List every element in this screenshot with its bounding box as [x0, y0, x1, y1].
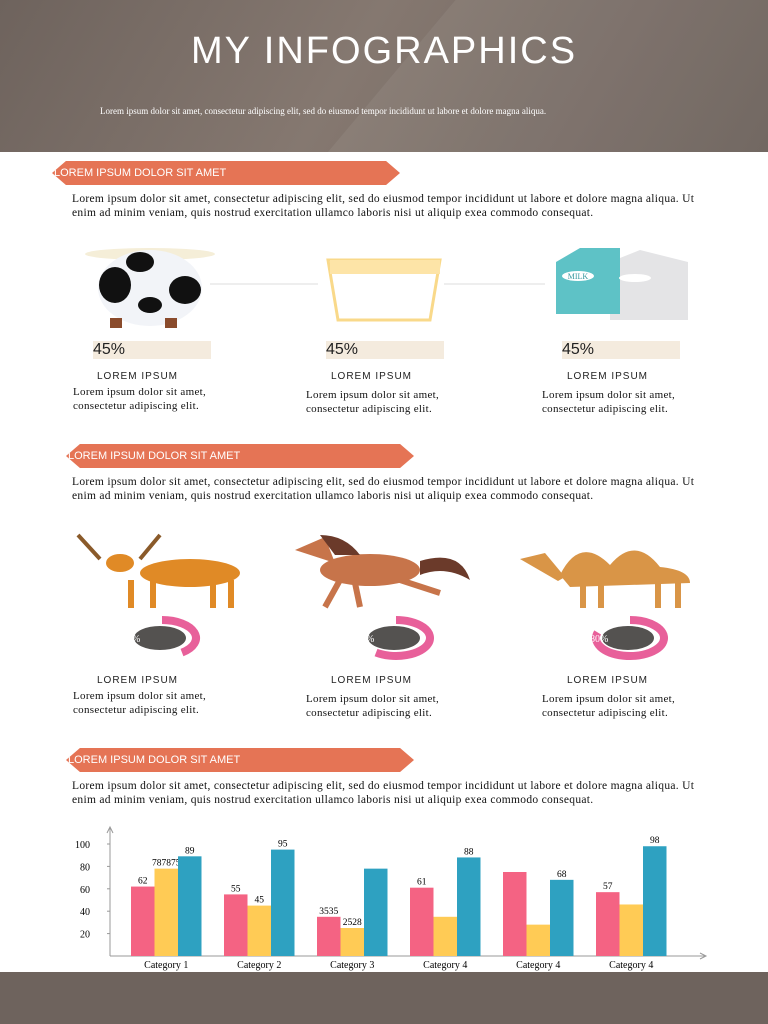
page-title: MY INFOGRAPHICS — [190, 30, 578, 72]
section-banner: LOREM IPSUM DOLOR SIT AMET — [66, 748, 414, 772]
bar — [340, 928, 364, 956]
bar — [596, 892, 620, 956]
bar — [503, 872, 527, 956]
data-label: 62 — [138, 877, 148, 887]
section1-illustrations: MILK — [85, 248, 688, 328]
bar — [317, 916, 341, 956]
item-description: Lorem ipsum dolor sit amet, consectetur … — [73, 386, 207, 412]
bar — [643, 846, 667, 956]
x-tick-label: Category 2 — [237, 960, 281, 971]
bar — [224, 894, 248, 956]
item-description: Lorem ipsum dolor sit amet, consectetur … — [542, 693, 676, 719]
item-label: LOREM IPSUM — [331, 675, 413, 686]
item-description: Lorem ipsum dolor sit amet, consectetur … — [306, 693, 440, 719]
camel-icon — [520, 550, 690, 608]
section-banner: LOREM IPSUM DOLOR SIT AMET — [52, 161, 400, 185]
bar — [457, 857, 481, 956]
item-label: LOREM IPSUM — [567, 675, 649, 686]
data-label: 98 — [650, 836, 660, 846]
milk-carton-icon: MILK — [556, 248, 688, 320]
donut-center — [602, 626, 654, 650]
percent-badge: 45% — [326, 341, 444, 359]
section-text: Lorem ipsum dolor sit amet, consectetur … — [72, 193, 695, 219]
percent-badge: 45% — [562, 341, 680, 359]
bar — [526, 924, 550, 956]
data-label: 57 — [603, 882, 613, 892]
bar — [131, 886, 155, 956]
donut-progress-arc — [374, 616, 434, 660]
donut-progress-arc — [592, 616, 668, 660]
item-label: LOREM IPSUM — [331, 371, 413, 382]
bar-chart: 20 40 60 80 100 62 787875 89 Category 1 55 45 95 Cat… — [75, 825, 708, 971]
bar — [247, 905, 271, 956]
y-tick-label: 100 — [75, 840, 90, 851]
donut-center — [134, 626, 186, 650]
bar — [178, 856, 202, 956]
header-decoration — [270, 0, 768, 152]
section-banner: LOREM IPSUM DOLOR SIT AMET — [66, 444, 414, 468]
data-label: 45 — [255, 896, 265, 906]
item-description: Lorem ipsum dolor sit amet, consectetur … — [306, 389, 440, 415]
deer-icon — [76, 533, 240, 608]
x-tick-label: Category 1 — [144, 960, 188, 971]
donut-percent-label: 60% — [356, 634, 374, 645]
donut-percent-label: 80% — [590, 634, 608, 645]
data-label: 95 — [278, 840, 288, 850]
donut-charts: 40% 60% 80% — [122, 616, 668, 660]
x-axis-arrow — [699, 952, 708, 960]
item-label: LOREM IPSUM — [97, 371, 179, 382]
bar — [364, 868, 388, 956]
data-label: 68 — [557, 870, 567, 880]
bar — [154, 868, 178, 956]
x-tick-label: Category 3 — [330, 960, 374, 971]
item-description: Lorem ipsum dolor sit amet, consectetur … — [542, 389, 676, 415]
donut-percent-label: 40% — [122, 634, 140, 645]
cow-icon — [85, 248, 215, 328]
y-tick-label: 40 — [80, 907, 90, 918]
carton-label: MILK — [568, 272, 589, 281]
data-label: 89 — [185, 846, 195, 856]
milk-glass-icon — [326, 258, 442, 322]
item-label: LOREM IPSUM — [97, 675, 179, 686]
donut-progress-arc — [161, 616, 200, 657]
x-tick-label: Category 4 — [609, 960, 653, 971]
section2-illustrations — [76, 533, 690, 609]
x-tick-label: Category 4 — [423, 960, 467, 971]
donut-center — [368, 626, 420, 650]
header: MY INFOGRAPHICS Lorem ipsum dolor sit am… — [0, 0, 768, 152]
data-label: 2528 — [343, 918, 362, 928]
data-label: 61 — [417, 878, 427, 888]
data-label: 88 — [464, 847, 474, 857]
data-label: 55 — [231, 884, 241, 894]
bar — [550, 879, 574, 956]
section-text: Lorem ipsum dolor sit amet, consectetur … — [72, 476, 695, 502]
item-description: Lorem ipsum dolor sit amet, consectetur … — [73, 690, 207, 716]
horse-icon — [295, 535, 470, 609]
x-tick-label: Category 4 — [516, 960, 560, 971]
y-tick-label: 20 — [80, 930, 90, 941]
data-label: 3535 — [319, 907, 338, 917]
bar — [271, 849, 295, 956]
section-text: Lorem ipsum dolor sit amet, consectetur … — [72, 780, 695, 806]
bar — [619, 904, 643, 956]
y-tick-label: 80 — [80, 862, 90, 873]
percent-badge: 45% — [93, 341, 211, 359]
data-label: 787875 — [152, 859, 181, 869]
bar — [433, 916, 457, 956]
footer — [0, 972, 768, 1024]
y-tick-label: 60 — [80, 885, 90, 896]
y-axis-arrow — [106, 825, 114, 834]
bar — [410, 887, 434, 956]
item-label: LOREM IPSUM — [567, 371, 649, 382]
page-subtitle: Lorem ipsum dolor sit amet, consectetur … — [100, 106, 547, 116]
